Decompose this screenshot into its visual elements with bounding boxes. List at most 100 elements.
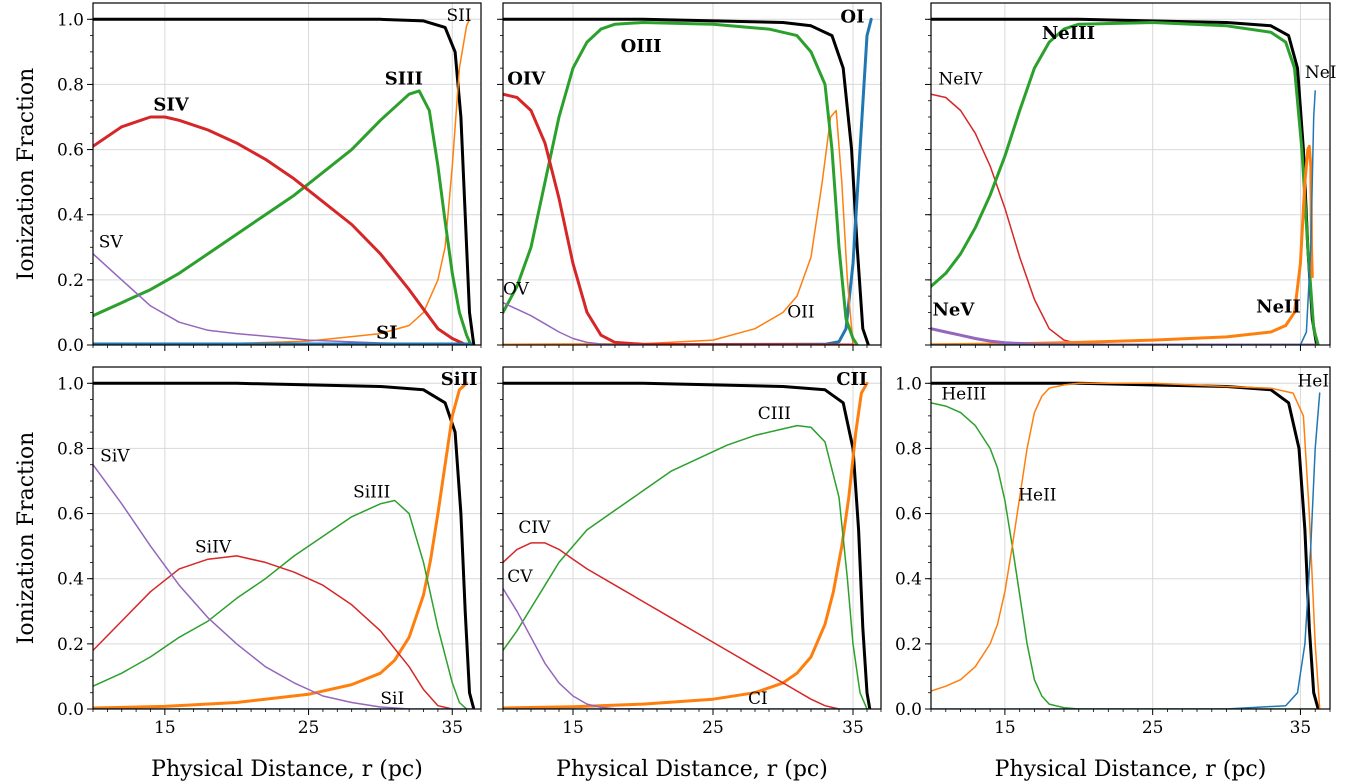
axes-frame bbox=[92, 2, 482, 346]
y-tick-label: 1.0 bbox=[895, 374, 922, 394]
y-tick-label: 0.2 bbox=[57, 271, 84, 291]
series-group bbox=[503, 381, 872, 709]
series-line-civ bbox=[503, 542, 840, 709]
series-line-sii bbox=[93, 18, 471, 345]
x-tick-label: 15 bbox=[562, 718, 584, 738]
y-tick-label: 0.8 bbox=[57, 75, 84, 95]
series-line-neiii bbox=[931, 21, 1320, 345]
ion-label-sii: SII bbox=[447, 6, 472, 26]
series-line-oiii bbox=[503, 21, 859, 345]
y-tick-label: 0.0 bbox=[895, 700, 922, 720]
ion-label-oiv: OIV bbox=[507, 68, 546, 89]
chart-panel-6: 15 25 35 0.0 0.2 0.4 0.6 0.8 1.0 HeI HeII HeIII Phys… bbox=[895, 366, 1331, 782]
y-tick-label: 0.8 bbox=[895, 439, 922, 459]
axes-frame bbox=[92, 366, 482, 710]
y-tick-label: 0.4 bbox=[57, 206, 84, 226]
axes-frame bbox=[502, 2, 882, 346]
ion-label-cii: CII bbox=[836, 369, 867, 390]
series-line-neii bbox=[931, 144, 1314, 345]
ion-label-heiii: HeIII bbox=[941, 385, 986, 405]
series-line-siiv bbox=[93, 555, 454, 709]
ion-label-nei: NeI bbox=[1305, 63, 1337, 83]
x-tick-label: 15 bbox=[994, 718, 1016, 738]
ion-label-siii: SIII bbox=[385, 68, 423, 89]
axes-frame bbox=[930, 366, 1331, 710]
y-tick-label: 0.0 bbox=[57, 700, 84, 720]
x-tick-label: 35 bbox=[441, 718, 463, 738]
ion-label-ciii: CIII bbox=[758, 404, 791, 424]
ion-label-siv: SIV bbox=[153, 94, 189, 115]
chart-panel-3: NeI NeII NeIII NeIV NeV bbox=[925, 2, 1337, 351]
y-tick-label: 0.2 bbox=[895, 635, 922, 655]
y-tick-label: 1.0 bbox=[57, 10, 84, 30]
series-line-siii bbox=[93, 89, 473, 345]
series-line-oii bbox=[503, 109, 854, 345]
ion-label-oiii: OIII bbox=[621, 36, 662, 57]
x-axis-label: Physical Distance, r (pc) bbox=[556, 757, 828, 782]
series-line-cii bbox=[503, 381, 869, 709]
series-line-ciii bbox=[503, 424, 868, 709]
axes-frame bbox=[930, 2, 1331, 346]
series-line-ov bbox=[503, 301, 644, 345]
series-line-siii bbox=[93, 381, 469, 709]
x-tick-label: 25 bbox=[298, 718, 320, 738]
series-line-total bbox=[93, 17, 476, 345]
y-axis-label: Ionization Fraction bbox=[14, 432, 39, 645]
x-tick-label: 35 bbox=[1290, 718, 1312, 738]
series-line-siiii bbox=[93, 499, 468, 709]
ion-label-oii: OII bbox=[787, 302, 814, 322]
axes-frame bbox=[502, 366, 882, 710]
series-group bbox=[931, 381, 1321, 709]
series-line-total bbox=[931, 381, 1320, 709]
ion-label-heii: HeII bbox=[1018, 486, 1056, 506]
series-group bbox=[503, 17, 873, 345]
ion-label-siv: SiV bbox=[100, 446, 130, 466]
y-tick-label: 0.2 bbox=[57, 635, 84, 655]
chart-panel-4: 15 25 35 0.0 0.2 0.4 0.6 0.8 1.0 SiII SiIII SiIV SiV… bbox=[14, 366, 482, 782]
series-line-oiv bbox=[503, 92, 855, 345]
series-line-total bbox=[93, 381, 476, 709]
ion-label-ov: OV bbox=[503, 280, 530, 300]
ion-label-neiii: NeIII bbox=[1042, 23, 1095, 44]
ion-label-neiv: NeIV bbox=[938, 69, 983, 89]
ion-label-siiii: SiIII bbox=[353, 482, 390, 502]
series-line-total bbox=[503, 381, 872, 709]
x-tick-label: 15 bbox=[154, 718, 176, 738]
series-line-siv bbox=[93, 115, 469, 345]
x-tick-label: 35 bbox=[842, 718, 864, 738]
ion-label-si: SI bbox=[376, 322, 397, 343]
y-tick-label: 0.6 bbox=[895, 505, 922, 525]
y-tick-label: 1.0 bbox=[57, 374, 84, 394]
ion-label-sii: SiI bbox=[380, 689, 404, 709]
series-line-nei bbox=[931, 90, 1316, 345]
y-tick-label: 0.4 bbox=[57, 570, 84, 590]
series-group bbox=[93, 381, 476, 709]
chart-panel-1: 0.0 0.2 0.4 0.6 0.8 1.0 SII SIII SIV SV SI Ionizati… bbox=[14, 2, 482, 356]
ion-label-cv: CV bbox=[507, 567, 533, 587]
series-line-siv bbox=[93, 463, 410, 709]
series-line-sv bbox=[93, 253, 468, 345]
y-tick-label: 0.0 bbox=[57, 336, 84, 356]
x-axis-label: Physical Distance, r (pc) bbox=[151, 757, 423, 782]
ion-label-siii: SiII bbox=[441, 369, 478, 390]
series-line-total bbox=[503, 17, 870, 345]
x-tick-label: 25 bbox=[1142, 718, 1164, 738]
series-line-neiv bbox=[931, 93, 1154, 345]
x-axis-label: Physical Distance, r (pc) bbox=[995, 757, 1267, 782]
y-tick-label: 0.4 bbox=[895, 570, 922, 590]
ion-label-hei: HeI bbox=[1297, 372, 1329, 392]
y-axis-label: Ionization Fraction bbox=[14, 68, 39, 281]
ion-label-neii: NeII bbox=[1256, 296, 1301, 317]
ion-label-sv: SV bbox=[99, 232, 124, 252]
series-group bbox=[93, 17, 476, 345]
chart-panel-5: 15 25 35 CII CIII CIV CV CI Physical Distance, r… bbox=[497, 366, 882, 782]
ion-label-ci: CI bbox=[748, 689, 768, 709]
y-tick-label: 0.8 bbox=[57, 439, 84, 459]
series-line-cv bbox=[503, 587, 644, 709]
y-tick-label: 0.6 bbox=[57, 141, 84, 161]
ion-label-civ: CIV bbox=[518, 518, 551, 538]
series-line-heii bbox=[931, 382, 1321, 709]
ion-label-siiv: SiIV bbox=[195, 538, 232, 558]
